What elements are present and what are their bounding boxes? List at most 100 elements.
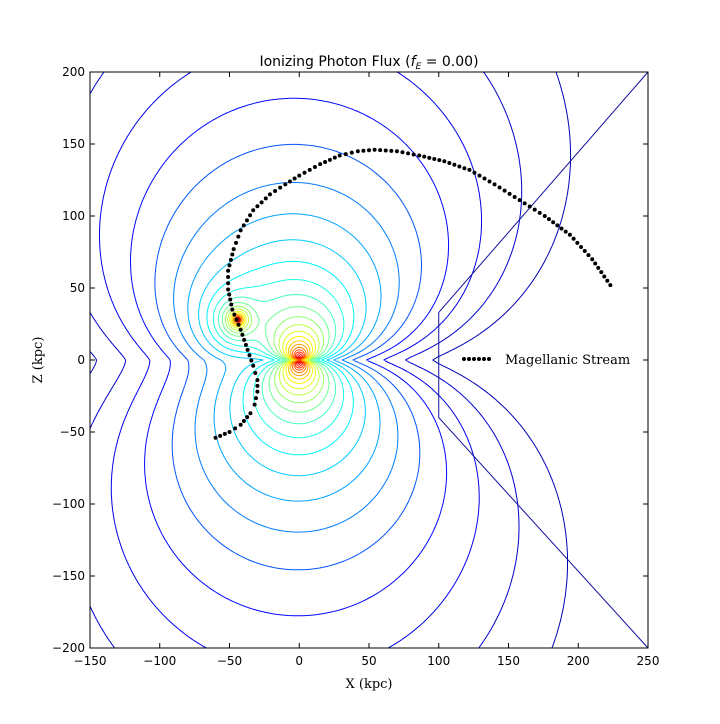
stream-point	[361, 148, 366, 153]
contour-level-14	[229, 310, 316, 390]
stream-point	[218, 433, 223, 438]
stream-point	[482, 176, 487, 181]
stream-point	[283, 182, 288, 187]
contour-level-6	[187, 213, 382, 502]
stream-point	[462, 166, 467, 171]
y-tick-label: 200	[62, 65, 85, 79]
contour-level-3	[130, 97, 450, 617]
legend-dot	[477, 357, 481, 361]
outer-contour	[438, 71, 649, 649]
legend-dot	[472, 357, 476, 361]
stream-point	[537, 210, 542, 215]
stream-point	[318, 162, 323, 167]
stream-point	[378, 148, 383, 153]
y-tick-label: 0	[77, 353, 85, 367]
stream-point	[323, 160, 328, 164]
stream-point	[227, 292, 232, 297]
contour-lines	[89, 71, 649, 649]
stream-point	[394, 149, 399, 154]
stream-point	[571, 236, 576, 241]
stream-point	[527, 204, 532, 209]
stream-point	[255, 389, 260, 394]
stream-point	[575, 240, 580, 245]
stream-point	[228, 297, 233, 302]
stream-point	[467, 167, 472, 172]
contour-level-4	[154, 143, 422, 571]
stream-point	[267, 192, 272, 197]
stream-point	[244, 218, 249, 223]
stream-point	[232, 312, 237, 317]
stream-point	[542, 214, 547, 218]
stream-point	[497, 185, 502, 190]
stream-point	[243, 342, 248, 347]
legend-dot	[467, 357, 471, 361]
stream-point	[302, 170, 307, 175]
stream-point	[255, 378, 260, 383]
stream-point	[551, 220, 556, 225]
x-ticks: −150 −100 −50 0 50 100 150 200 250	[74, 72, 660, 668]
stream-point	[337, 153, 342, 158]
stream-point	[502, 188, 507, 193]
stream-point	[254, 396, 259, 401]
stream-point	[472, 170, 477, 175]
x-tick-label: 150	[497, 654, 520, 668]
stream-point	[522, 201, 527, 206]
stream-point	[252, 402, 257, 407]
contour-level-12	[224, 305, 325, 404]
stream-point	[245, 347, 250, 352]
stream-point	[590, 257, 595, 262]
stream-point	[241, 418, 246, 423]
stream-point	[546, 217, 551, 222]
stream-point	[245, 415, 250, 420]
stream-point	[389, 148, 394, 153]
stream-point	[586, 253, 591, 258]
stream-point	[452, 162, 457, 167]
stream-point	[226, 268, 231, 273]
contour-level-1	[89, 71, 523, 649]
contour-level-0	[89, 71, 572, 649]
stream-point	[230, 307, 235, 312]
y-tick-label: −100	[52, 497, 85, 511]
stream-point	[233, 426, 238, 431]
magellanic-stream-points	[213, 147, 613, 440]
x-tick-label: 50	[361, 654, 376, 668]
stream-point	[596, 265, 601, 270]
stream-point	[226, 274, 231, 279]
x-tick-label: −100	[143, 654, 176, 668]
contour-level-2	[99, 71, 482, 649]
stream-point	[227, 430, 232, 434]
stream-point	[437, 158, 442, 163]
stream-point	[273, 189, 278, 194]
stream-point	[249, 358, 254, 363]
x-tick-label: 250	[637, 654, 660, 668]
y-tick-label: 150	[62, 137, 85, 151]
stream-point	[605, 278, 610, 283]
stream-point	[228, 257, 233, 262]
y-tick-label: −150	[52, 569, 85, 583]
contour-level-15	[230, 312, 313, 384]
y-tick-label: 50	[70, 281, 85, 295]
legend-dot	[462, 357, 466, 361]
stream-point	[512, 194, 517, 199]
stream-point	[227, 263, 232, 268]
contour-level-17	[232, 314, 309, 377]
stream-point	[372, 147, 377, 152]
stream-point	[582, 249, 587, 254]
x-tick-label: 100	[427, 654, 450, 668]
x-tick-label: −50	[217, 654, 242, 668]
stream-point	[532, 207, 537, 212]
stream-point	[238, 422, 243, 427]
stream-point	[355, 149, 360, 154]
stream-point	[447, 161, 452, 166]
stream-point	[411, 152, 416, 157]
stream-point	[230, 252, 235, 257]
stream-point	[383, 148, 388, 153]
stream-point	[238, 228, 243, 233]
stream-point	[422, 154, 427, 159]
y-tick-label: −50	[60, 425, 85, 439]
stream-point	[442, 159, 447, 164]
stream-point	[579, 244, 584, 249]
stream-point	[213, 435, 218, 440]
stream-point	[236, 322, 241, 327]
